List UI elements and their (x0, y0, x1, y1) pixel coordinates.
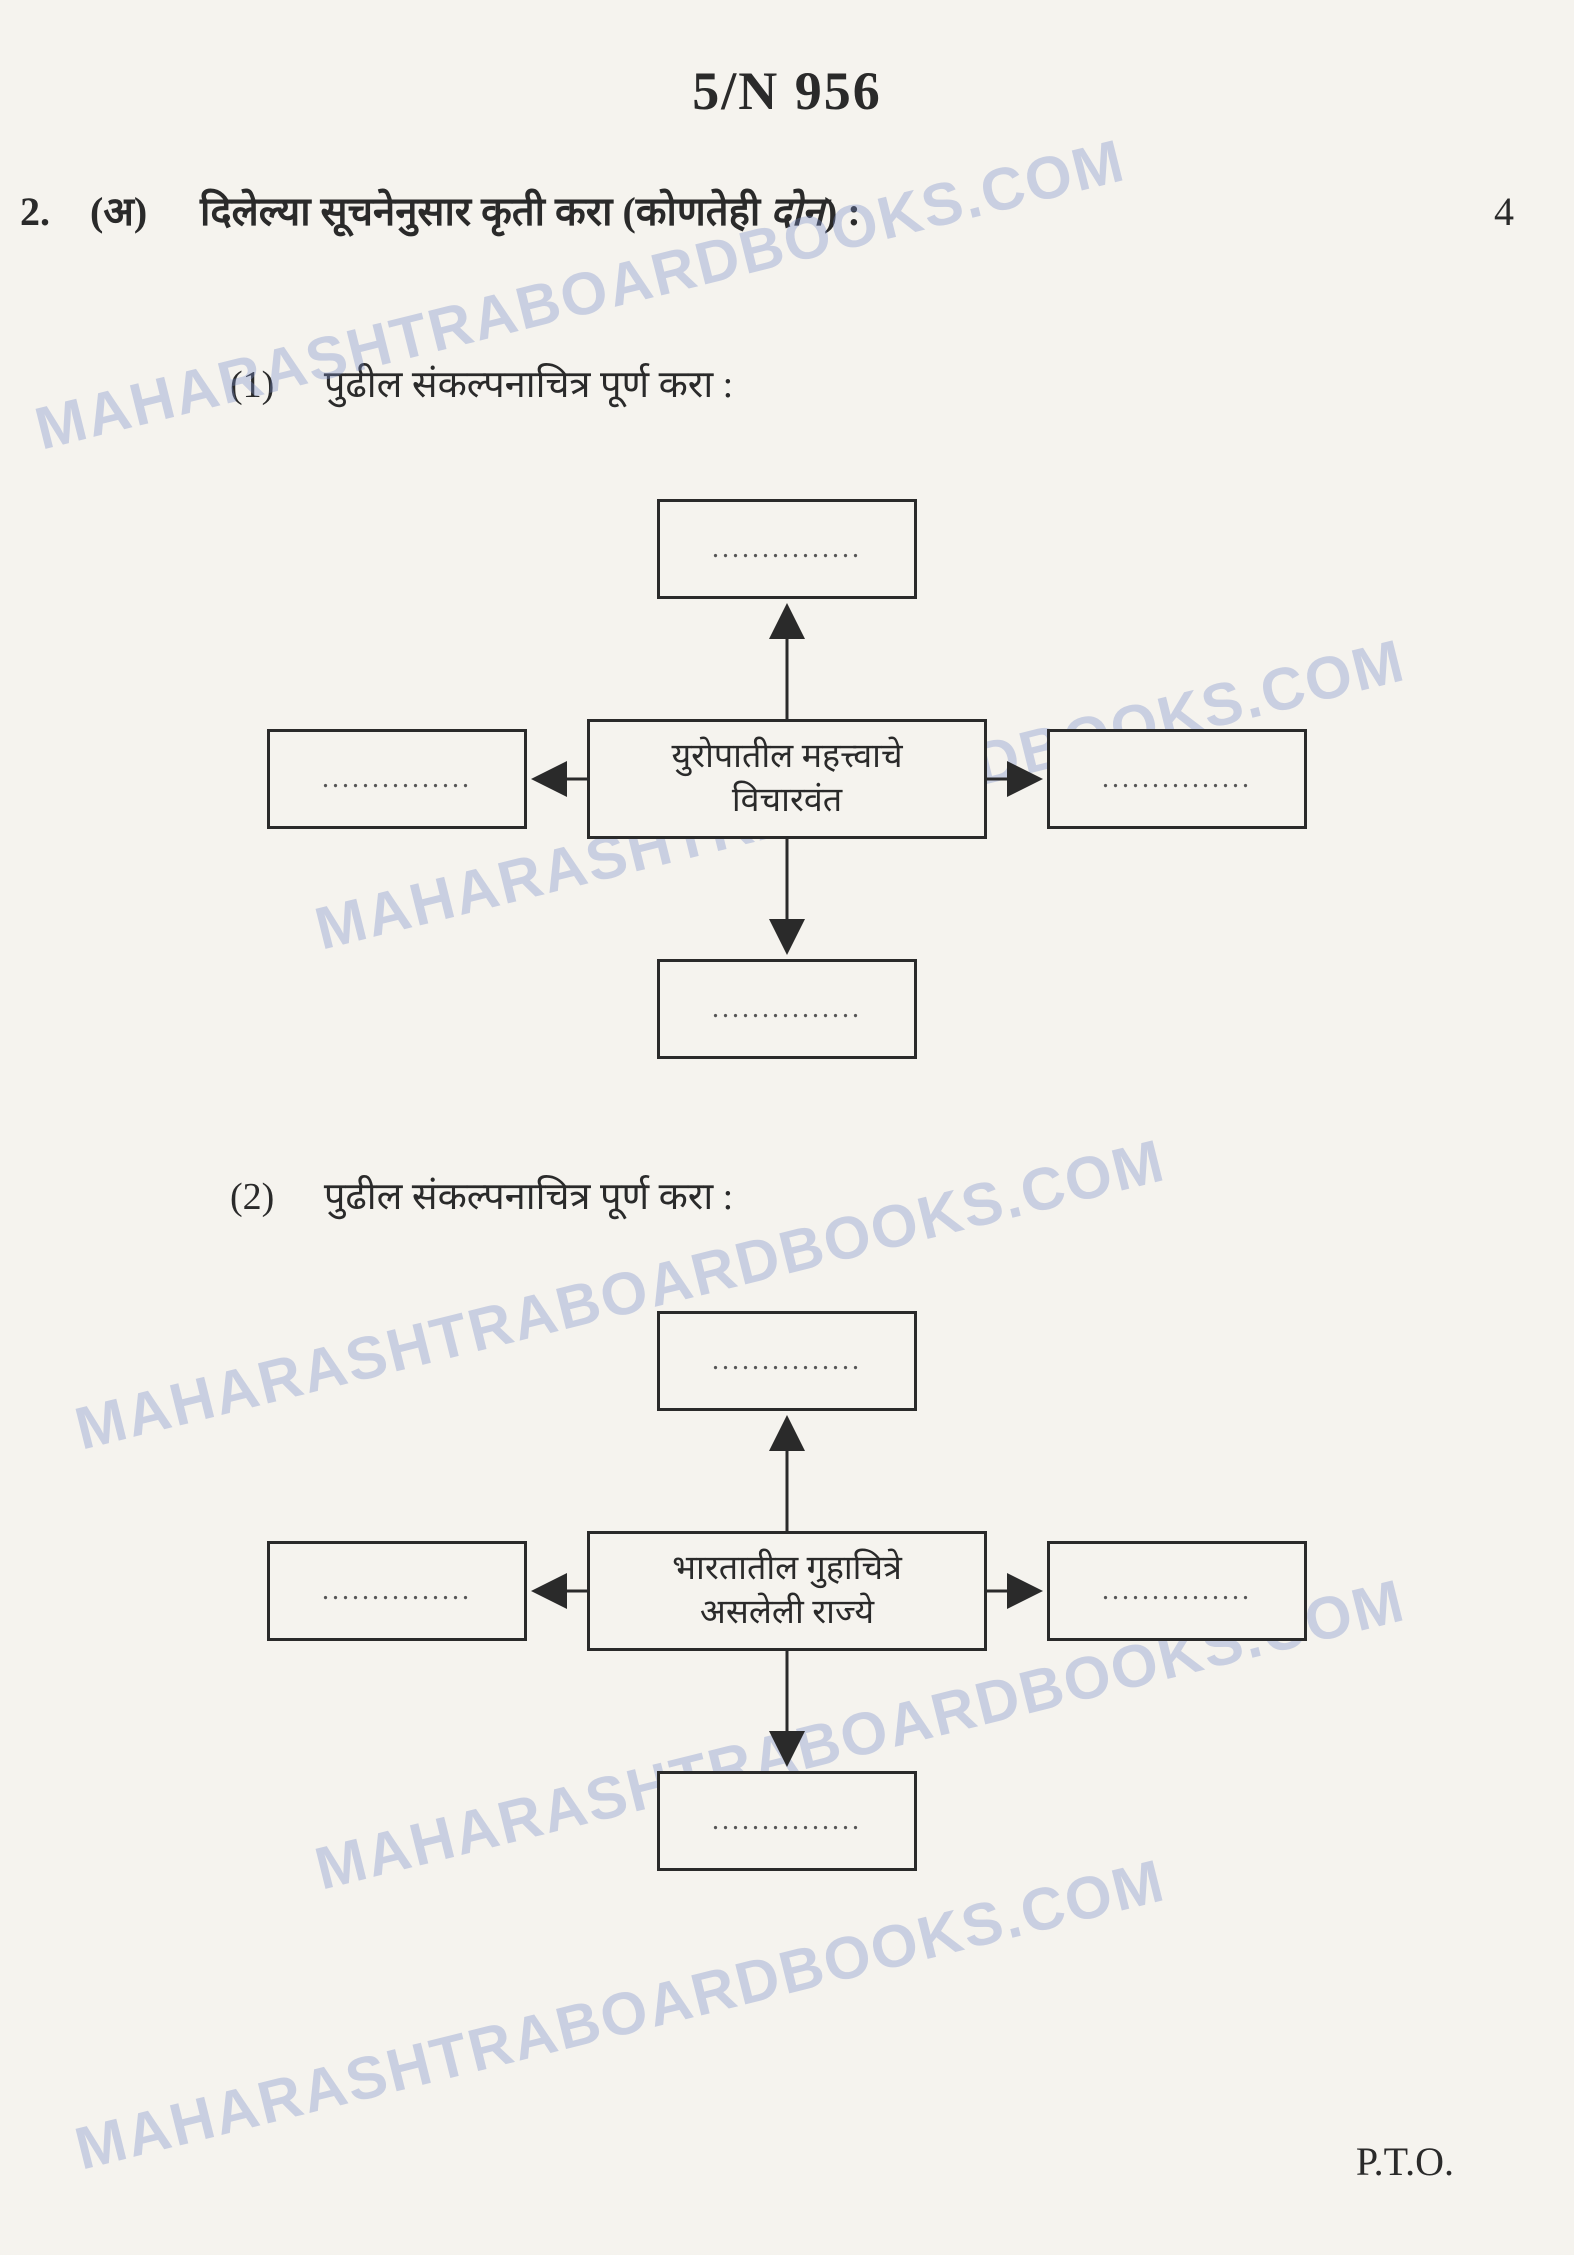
diagram-left-box: ............... (267, 1541, 527, 1641)
concept-diagram-2: भारतातील गुहाचित्रे असलेली राज्ये ......… (187, 1281, 1387, 1901)
question-number: 2. (20, 188, 90, 235)
diagram-right-box: ............... (1047, 1541, 1307, 1641)
question-sub-label: (अ) (90, 182, 200, 237)
question-text-suffix: ) : (824, 189, 861, 234)
concept-diagram-1: युरोपातील महत्त्वाचे विचारवंत ..........… (187, 469, 1387, 1089)
diagram-center-line1: भारतातील गुहाचित्रे (672, 1547, 902, 1591)
diagram-top-box: ............... (657, 1311, 917, 1411)
page-header: 5/N 956 (0, 0, 1574, 122)
diagram-center-line2: असलेली राज्ये (672, 1591, 902, 1635)
diagram-left-box: ............... (267, 729, 527, 829)
page-footer-pto: P.T.O. (1356, 2138, 1454, 2185)
question-text-prefix: दिलेल्या सूचनेनुसार कृती करा (कोणतेही (200, 189, 770, 234)
blank-dots: ............... (712, 531, 862, 567)
blank-dots: ............... (712, 1803, 862, 1839)
diagram-bottom-box: ............... (657, 1771, 917, 1871)
blank-dots: ............... (1102, 1573, 1252, 1609)
question-text-italic: दोन (770, 189, 824, 234)
blank-dots: ............... (712, 1343, 862, 1379)
diagram-right-box: ............... (1047, 729, 1307, 829)
diagram-center-line2: विचारवंत (671, 779, 902, 823)
question-row: 2. (अ) दिलेल्या सूचनेनुसार कृती करा (कोण… (0, 182, 1574, 237)
blank-dots: ............... (712, 991, 862, 1027)
blank-dots: ............... (1102, 761, 1252, 797)
subquestion-row: (1) पुढील संकल्पनाचित्र पूर्ण करा : (230, 357, 1574, 409)
subquestion-number: (1) (230, 364, 274, 406)
question-text: दिलेल्या सूचनेनुसार कृती करा (कोणतेही दो… (200, 182, 1454, 237)
subquestion-text: पुढील संकल्पनाचित्र पूर्ण करा : (324, 364, 733, 406)
diagram-center-line1: युरोपातील महत्त्वाचे (671, 735, 902, 779)
subquestion-row: (2) पुढील संकल्पनाचित्र पूर्ण करा : (230, 1169, 1574, 1221)
diagram-bottom-box: ............... (657, 959, 917, 1059)
diagram-center-box: भारतातील गुहाचित्रे असलेली राज्ये (587, 1531, 987, 1651)
blank-dots: ............... (322, 1573, 472, 1609)
diagram-center-box: युरोपातील महत्त्वाचे विचारवंत (587, 719, 987, 839)
diagram-top-box: ............... (657, 499, 917, 599)
watermark: MAHARASHTRABOARDBOOKS.COM (28, 126, 1131, 464)
blank-dots: ............... (322, 761, 472, 797)
question-marks: 4 (1454, 188, 1514, 235)
subquestion-number: (2) (230, 1176, 274, 1218)
subquestion-text: पुढील संकल्पनाचित्र पूर्ण करा : (324, 1176, 733, 1218)
